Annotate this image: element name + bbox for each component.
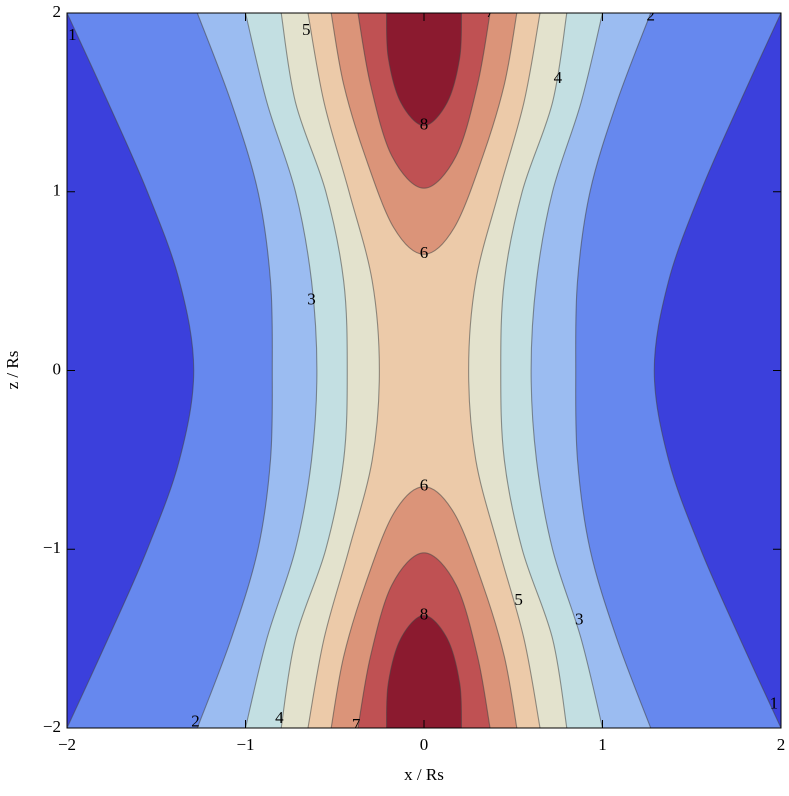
contour-label: 1 — [770, 694, 779, 713]
contour-line — [280, 13, 348, 728]
contour-label: 8 — [420, 115, 429, 134]
y-tick-label: 1 — [53, 181, 62, 200]
y-tick-label: −1 — [43, 538, 61, 557]
contour-line — [385, 13, 463, 127]
x-tick-label: 2 — [777, 735, 786, 754]
contour-line — [307, 13, 380, 728]
contour-band — [386, 615, 462, 728]
contour-label: 5 — [302, 20, 311, 39]
contour-label: 2 — [646, 5, 655, 24]
contour-label: 6 — [420, 476, 429, 495]
contour-label: 4 — [554, 68, 563, 87]
y-tick-label: 0 — [53, 359, 62, 378]
contour-label: 4 — [275, 708, 284, 727]
contour-label: 3 — [307, 290, 316, 309]
x-tick-label: −2 — [58, 735, 76, 754]
contour-label: 2 — [191, 712, 200, 731]
x-tick-label: 0 — [420, 735, 429, 754]
contour-label: 3 — [575, 610, 584, 629]
contour-line — [244, 13, 318, 728]
contour-label: 7 — [486, 2, 495, 21]
contour-line — [67, 13, 195, 728]
y-tick-label: 2 — [53, 2, 62, 21]
contour-line — [530, 13, 604, 728]
y-axis-label: z / Rs — [3, 351, 22, 390]
x-tick-label: −1 — [236, 735, 254, 754]
contour-band — [386, 13, 462, 126]
contour-line — [357, 552, 491, 728]
contour-line — [468, 13, 541, 728]
y-tick-label: −2 — [43, 717, 61, 736]
plot-area: 1 5 7 2 4 8 6 3 6 5 8 3 1 2 4 7 — [67, 2, 781, 734]
contour-label: 5 — [514, 590, 523, 609]
contour-line — [385, 614, 463, 728]
contour-band — [307, 13, 541, 728]
contour-label: 8 — [420, 604, 429, 623]
contour-line — [330, 486, 518, 728]
contour-line — [357, 13, 491, 189]
contour-line — [500, 13, 568, 728]
x-tick-label: 1 — [598, 735, 607, 754]
contour-label: 6 — [420, 243, 429, 262]
contour-line — [575, 13, 652, 728]
contour-label: 1 — [68, 25, 77, 44]
contour-line — [653, 13, 781, 728]
contour-line — [196, 13, 273, 728]
contour-line — [330, 13, 518, 255]
contour-label: 7 — [352, 715, 361, 734]
x-axis-label: x / Rs — [404, 765, 444, 784]
